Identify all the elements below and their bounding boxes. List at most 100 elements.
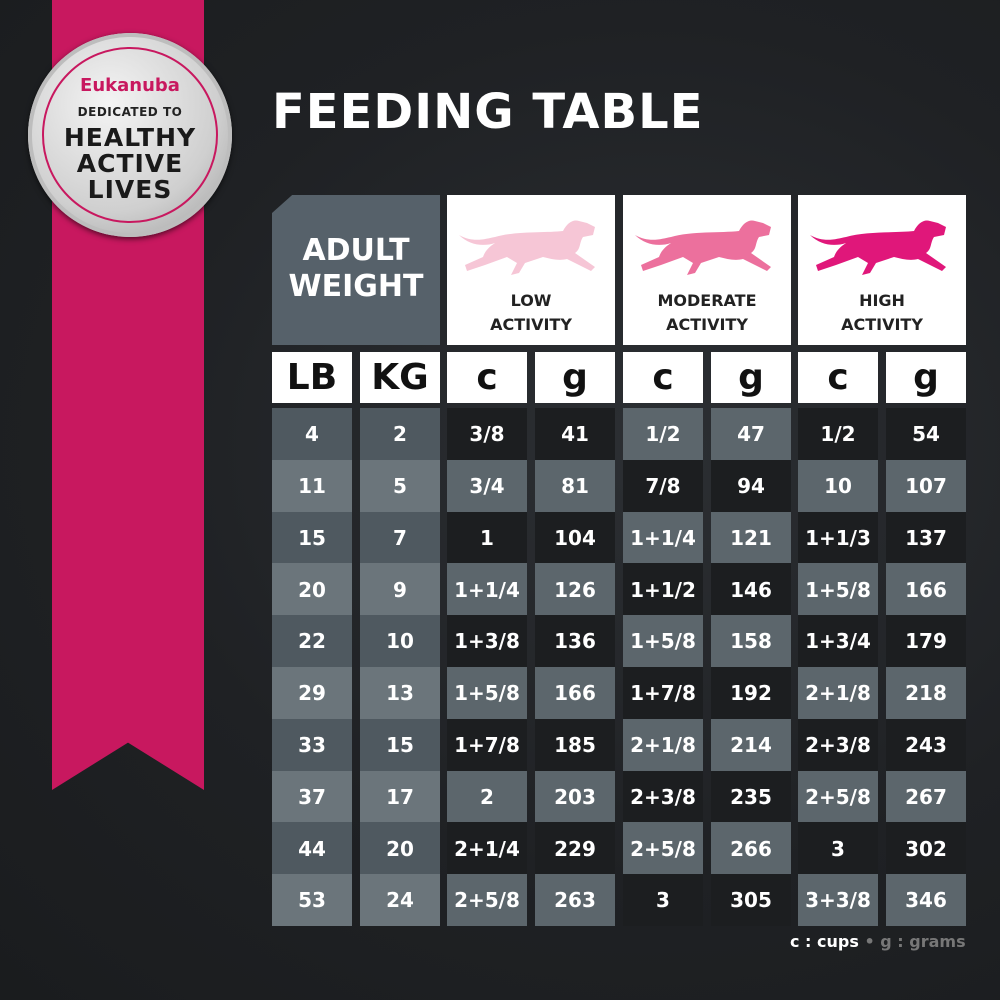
table-cell: 24	[360, 874, 440, 927]
table-cell: 13	[360, 667, 440, 720]
table-cell: 137	[886, 511, 966, 564]
table-cell: 3+3/8	[798, 874, 878, 927]
table-cell: 166	[886, 563, 966, 616]
table-cell: 158	[711, 615, 791, 668]
page-title: FEEDING TABLE	[272, 84, 704, 140]
table-cell: 10	[360, 615, 440, 668]
table-cell: 121	[711, 511, 791, 564]
table-cell: 5	[360, 459, 440, 513]
activity-label-2: ACTIVITY	[666, 315, 748, 334]
table-cell: 1+1/3	[798, 511, 878, 564]
table-cell: 53	[272, 874, 352, 927]
table-cell: 44	[272, 822, 352, 875]
unit-header: g	[711, 352, 791, 403]
table-cell: 214	[711, 718, 791, 772]
table-cell: 1+7/8	[623, 667, 703, 720]
table-cell: 203	[535, 770, 615, 823]
table-cell: 146	[711, 563, 791, 616]
table-cell: 7/8	[623, 459, 703, 513]
table-cell: 1+1/4	[447, 563, 527, 616]
table-cell: 94	[711, 459, 791, 513]
activity-label-1: MODERATE	[657, 291, 757, 310]
table-cell: 3	[623, 874, 703, 927]
table-cell: 166	[535, 667, 615, 720]
table-cell: 2+3/8	[623, 770, 703, 823]
table-cell: 81	[535, 459, 615, 513]
table-cell: 2+1/4	[447, 822, 527, 875]
table-cell: 15	[360, 718, 440, 772]
unit-header: c	[447, 352, 527, 403]
table-cell: 41	[535, 408, 615, 461]
table-cell: 20	[360, 822, 440, 875]
badge-slogan-1: HEALTHY	[63, 123, 197, 152]
badge-brand: Eukanuba	[80, 75, 180, 96]
unit-header: c	[798, 352, 878, 403]
table-cell: 192	[711, 667, 791, 720]
table-cell: 104	[535, 511, 615, 564]
badge-dedicated: DEDICATED TO	[77, 105, 183, 119]
unit-header: g	[535, 352, 615, 403]
unit-header: LB	[272, 352, 352, 403]
table-cell: 229	[535, 822, 615, 875]
table-cell: 2+5/8	[447, 874, 527, 927]
table-cell: 346	[886, 874, 966, 927]
activity-label-1: HIGH	[859, 291, 905, 310]
table-cell: 2+3/8	[798, 718, 878, 772]
table-cell: 54	[886, 408, 966, 461]
table-cell: 47	[711, 408, 791, 461]
table-cell: 1+5/8	[623, 615, 703, 668]
table-cell: 136	[535, 615, 615, 668]
table-cell: 1+3/8	[447, 615, 527, 668]
table-cell: 1/2	[798, 408, 878, 461]
table-cell: 2	[447, 770, 527, 823]
table-cell: 179	[886, 615, 966, 668]
table-cell: 218	[886, 667, 966, 720]
table-cell: 1	[447, 511, 527, 564]
table-cell: 185	[535, 718, 615, 772]
table-cell: 1+1/4	[623, 511, 703, 564]
table-cell: 2+1/8	[798, 667, 878, 720]
running-dog-icon	[635, 220, 771, 275]
weight-header-line1: ADULT	[302, 233, 410, 268]
table-cell: 302	[886, 822, 966, 875]
table-cell: 4	[272, 408, 352, 461]
running-dog-icon	[459, 220, 595, 275]
table-cell: 126	[535, 563, 615, 616]
table-cell: 1+5/8	[798, 563, 878, 616]
badge-slogan: HEALTHY ACTIVE LIVES	[28, 125, 232, 203]
badge-slogan-3: LIVES	[87, 175, 173, 204]
legend-cups: c : cups	[790, 932, 859, 951]
table-cell: 3/8	[447, 408, 527, 461]
activity-label-2: ACTIVITY	[490, 315, 572, 334]
table-cell: 1/2	[623, 408, 703, 461]
table-cell: 9	[360, 563, 440, 616]
table-cell: 243	[886, 718, 966, 772]
table-cell: 2	[360, 408, 440, 461]
table-cell: 17	[360, 770, 440, 823]
table-cell: 263	[535, 874, 615, 927]
table-cell: 2+5/8	[798, 770, 878, 823]
activity-header-moderate: MODERATE ACTIVITY	[623, 195, 791, 345]
table-cell: 1+1/2	[623, 563, 703, 616]
table-cell: 7	[360, 511, 440, 564]
table-cell: 266	[711, 822, 791, 875]
table-cell: 1+5/8	[447, 667, 527, 720]
activity-label-2: ACTIVITY	[841, 315, 923, 334]
table-cell: 33	[272, 718, 352, 772]
table-cell: 1+3/4	[798, 615, 878, 668]
running-dog-icon	[810, 220, 946, 275]
table-cell: 305	[711, 874, 791, 927]
table-cell: 20	[272, 563, 352, 616]
table-cell: 2+5/8	[623, 822, 703, 875]
unit-header: g	[886, 352, 966, 403]
table-cell: 2+1/8	[623, 718, 703, 772]
table-cell: 3	[798, 822, 878, 875]
table-cell: 107	[886, 459, 966, 513]
activity-header-low: LOW ACTIVITY	[447, 195, 615, 345]
table-cell: 11	[272, 459, 352, 513]
units-legend: c : cups • g : grams	[790, 932, 966, 951]
activity-label-1: LOW	[510, 291, 552, 310]
table-cell: 1+7/8	[447, 718, 527, 772]
table-cell: 3/4	[447, 459, 527, 513]
adult-weight-header: ADULT WEIGHT	[272, 195, 440, 345]
